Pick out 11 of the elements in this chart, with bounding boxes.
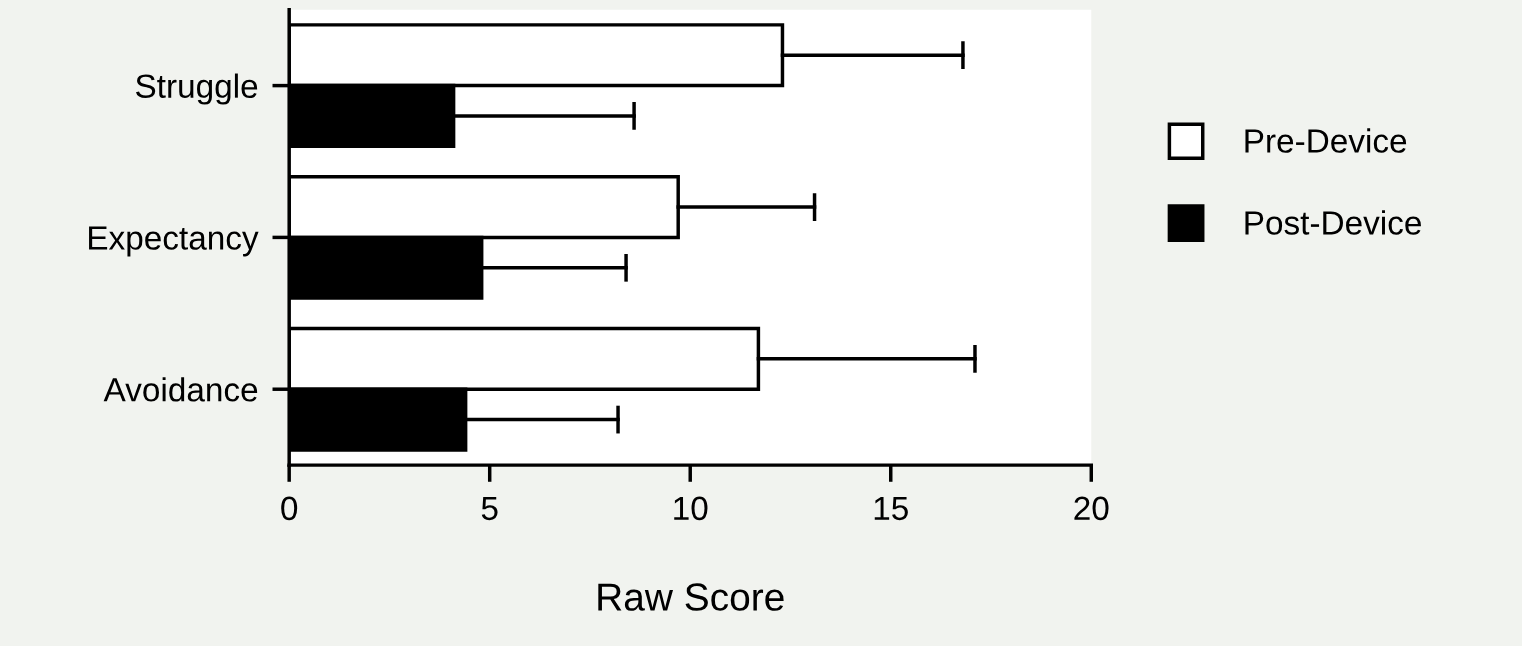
x-tick-label: 15 xyxy=(874,496,908,521)
legend-label: Pre-Device xyxy=(1245,128,1407,153)
x-tick-label: 5 xyxy=(481,496,498,521)
y-tick-label: Expectancy xyxy=(89,226,259,257)
x-axis-title: Raw Score xyxy=(598,583,784,611)
x-tick-label: 0 xyxy=(281,496,298,521)
y-tick-label: Struggle xyxy=(135,73,258,105)
y-tick-label: Avoidance xyxy=(103,377,258,402)
x-tick-label: 10 xyxy=(674,496,708,521)
legend-label: Post-Device xyxy=(1245,210,1421,235)
x-tick-label: 20 xyxy=(1074,496,1109,521)
